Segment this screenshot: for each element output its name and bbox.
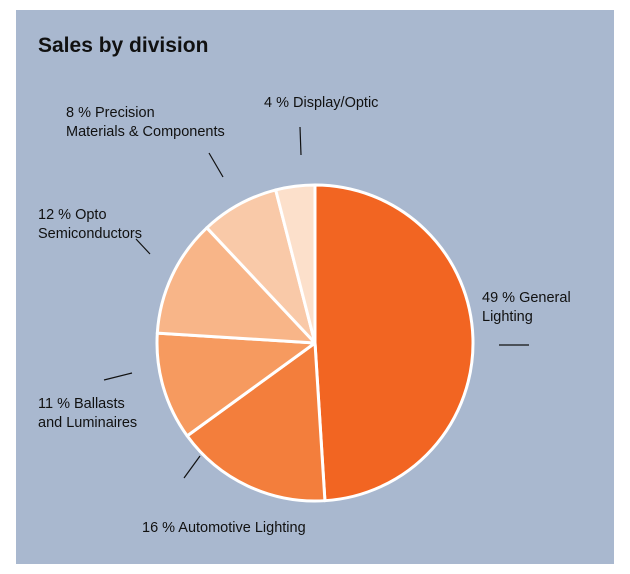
slice-label: 49 % General Lighting — [482, 290, 571, 325]
slice-label: 8 % Precision Materials & Components — [66, 105, 225, 140]
pie-slice-general-lighting — [313, 183, 475, 503]
pie-chart: 49 % General Lighting 16 % Automotive Ligh… — [38, 95, 571, 536]
leader-line — [103, 372, 133, 381]
slice-label: 16 % Automotive Lighting — [142, 520, 306, 536]
chart-title: Sales by division — [38, 34, 209, 57]
leader-line — [135, 238, 151, 255]
leader-line — [208, 152, 224, 178]
leader-line — [183, 455, 201, 479]
pie-slice-automotive-lighting — [185, 341, 327, 503]
pie-slice-ballasts-and-luminaires — [155, 331, 317, 438]
pie-slice-opto-semiconductors — [155, 226, 317, 345]
slice-label: 4 % Display/Optic — [264, 95, 378, 111]
pie-slice-display-optic — [274, 183, 317, 345]
leader-line — [299, 126, 302, 156]
slice-label: 11 % Ballasts and Luminaires — [38, 396, 137, 431]
slice-label: 12 % Opto Semiconductors — [38, 207, 142, 242]
chart-panel: Sales by division 49 % General Lighting 16… — [16, 10, 614, 564]
